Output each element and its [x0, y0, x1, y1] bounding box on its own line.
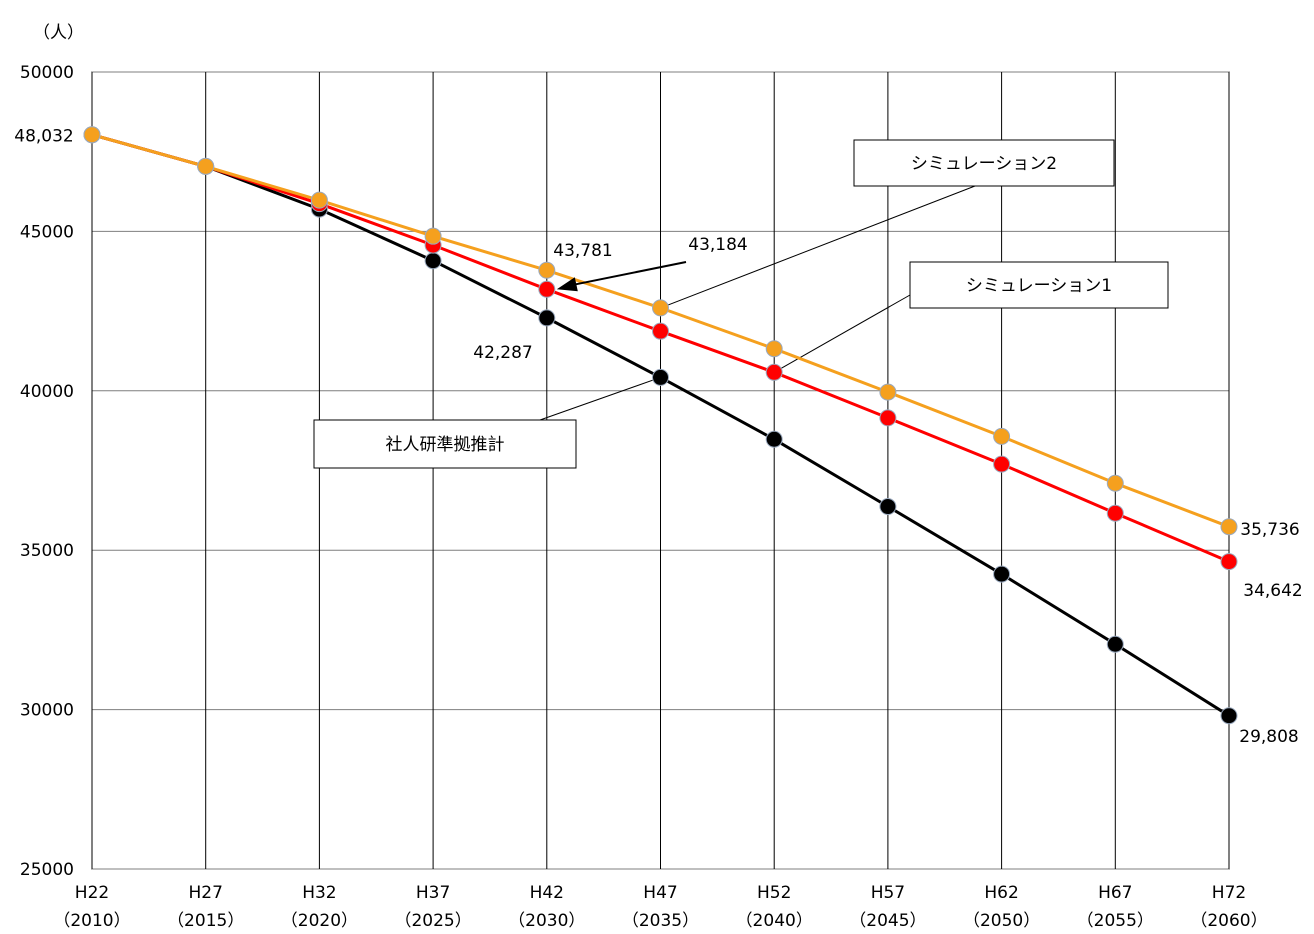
data-point	[83, 126, 101, 144]
data-point	[424, 252, 442, 270]
x-tick-year-label: （2020）	[281, 911, 358, 931]
y-unit-label: （人）	[33, 23, 84, 43]
data-point	[993, 427, 1011, 445]
data-label: 48,032	[14, 127, 73, 147]
y-tick-label: 35000	[20, 541, 74, 561]
y-tick-label: 45000	[20, 222, 74, 242]
callout-box	[313, 419, 577, 469]
series-name-label: シミュレーション1	[966, 276, 1112, 296]
data-label: 43,781	[553, 241, 612, 261]
data-label: 35,736	[1240, 520, 1299, 540]
x-tick-label: H62	[984, 883, 1018, 903]
y-axis: 25000 30000 35000 40000 45000 50000	[20, 63, 74, 880]
x-tick-year-label: （2050）	[963, 911, 1040, 931]
series-name-label: シミュレーション2	[911, 154, 1057, 174]
data-point	[424, 227, 442, 245]
x-tick-year-label: （2045）	[849, 911, 926, 931]
arrow-shaft	[570, 261, 687, 287]
x-tick-year-label: （2040）	[736, 911, 813, 931]
y-tick-label: 30000	[20, 701, 74, 721]
data-point	[538, 280, 556, 298]
callout-box	[853, 139, 1115, 187]
data-label: 29,808	[1239, 727, 1298, 747]
data-point	[538, 261, 556, 279]
callout-leader	[539, 376, 661, 421]
x-tick-year-label: （2025）	[394, 911, 471, 931]
x-tick-label: H32	[302, 883, 336, 903]
data-point	[652, 322, 669, 340]
data-label: 34,642	[1243, 581, 1302, 601]
data-point	[765, 340, 783, 358]
x-tick-label: H42	[530, 883, 564, 903]
data-point	[1106, 635, 1124, 653]
y-tick-label: 50000	[20, 63, 74, 83]
data-point	[993, 565, 1011, 583]
data-point	[765, 430, 783, 448]
x-tick-year-label: （2055）	[1077, 911, 1154, 931]
data-point	[310, 191, 328, 209]
data-point	[879, 409, 897, 427]
callout-leader	[773, 294, 911, 373]
callout-leader	[660, 185, 976, 309]
arrow-head	[556, 277, 578, 292]
x-tick-label: H57	[871, 883, 905, 903]
x-tick-year-label: （2035）	[622, 911, 699, 931]
points-group	[83, 126, 1238, 725]
x-tick-label: H52	[757, 883, 791, 903]
callout-box	[909, 261, 1169, 309]
data-point	[1106, 504, 1124, 522]
x-tick-label: H37	[416, 883, 450, 903]
callouts: シミュレーション2 シミュレーション1 社人研準拠推計	[313, 139, 1169, 469]
x-tick-label: H47	[643, 883, 677, 903]
x-tick-label: H72	[1212, 883, 1246, 903]
x-tick-year-label: （2060）	[1190, 911, 1267, 931]
x-tick-year-label: （2030）	[508, 911, 585, 931]
data-point	[1220, 707, 1238, 725]
x-tick-label: H67	[1098, 883, 1132, 903]
y-tick-label: 40000	[20, 382, 74, 402]
series-name-label: 社人研準拠推計	[386, 435, 505, 455]
data-point	[652, 368, 669, 386]
x-axis: H22 （2010） H27 （2015） H32 （2020） H37 （2025） H42 （…	[53, 883, 1267, 931]
data-point	[197, 157, 215, 175]
data-point	[879, 498, 897, 516]
data-point	[993, 455, 1011, 473]
data-point	[1106, 474, 1124, 492]
data-point	[1220, 518, 1238, 536]
data-point	[538, 309, 556, 327]
y-tick-label: 25000	[20, 860, 74, 880]
data-point	[652, 299, 669, 317]
data-labels-group: 48,032 42,287 43,781 43,184 35,736 34,642 29,8…	[14, 127, 1302, 747]
data-point	[765, 363, 783, 381]
x-tick-year-label: （2010）	[53, 911, 130, 931]
x-tick-label: H22	[75, 883, 109, 903]
x-tick-year-label: （2015）	[167, 911, 244, 931]
x-tick-label: H27	[188, 883, 222, 903]
data-label: 42,287	[473, 343, 532, 363]
grid	[91, 71, 1230, 870]
data-label: 43,184	[688, 235, 747, 255]
data-point	[1220, 553, 1238, 571]
data-point	[879, 383, 897, 401]
